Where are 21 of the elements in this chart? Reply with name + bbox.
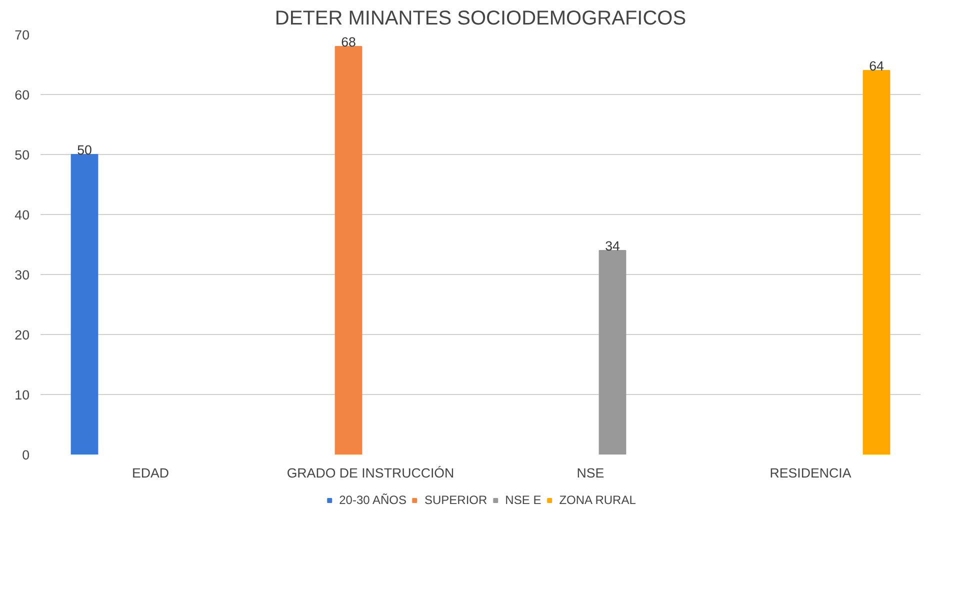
data-label: 34	[605, 238, 620, 254]
data-label: 50	[77, 142, 92, 158]
y-tick-label: 20	[14, 328, 30, 342]
x-tick-label: RESIDENCIA	[770, 466, 852, 480]
y-tick-label: 60	[14, 88, 30, 102]
y-tick-label: 70	[14, 28, 30, 42]
legend-label: ZONA RURAL	[559, 493, 636, 507]
legend-label: SUPERIOR	[424, 493, 488, 507]
chart-title: DETER MINANTES SOCIODEMOGRAFICOS	[274, 8, 686, 30]
y-tick-label: 0	[22, 448, 30, 462]
legend-label: NSE E	[505, 493, 542, 507]
y-tick-label: 40	[14, 208, 30, 222]
y-tick-label: 50	[14, 148, 30, 162]
x-tick-label: NSE	[576, 466, 604, 480]
y-tick-label: 30	[14, 268, 30, 282]
y-tick-label: 10	[14, 388, 30, 402]
data-label: 68	[341, 34, 356, 50]
data-label: 64	[869, 58, 884, 74]
legend-label: 20-30 AÑOS	[339, 493, 406, 507]
x-tick-label: EDAD	[132, 466, 170, 480]
x-tick-label: GRADO DE INSTRUCCIÓN	[286, 466, 454, 480]
